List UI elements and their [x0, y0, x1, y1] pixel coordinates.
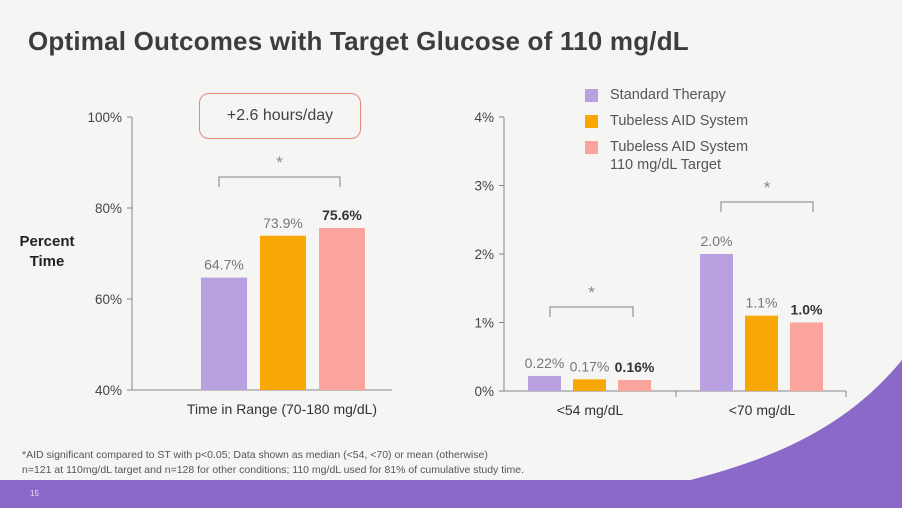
- hypo-bar: [528, 375, 561, 391]
- hypo-data-label: 0.17%: [570, 358, 610, 374]
- chart-legend: Standard Therapy Tubeless AID System Tub…: [585, 86, 748, 182]
- hypo-y-tick-label: 4%: [474, 110, 494, 125]
- footnote-line-2: n=121 at 110mg/dL target and n=128 for o…: [22, 464, 524, 476]
- tir-data-label: 75.6%: [322, 207, 362, 223]
- tir-bar: [201, 277, 247, 390]
- tir-significance-marker: *: [276, 153, 283, 172]
- hypo-bar: [573, 379, 606, 391]
- hypo-y-tick-label: 2%: [474, 247, 494, 262]
- legend-swatch-aid: [585, 115, 598, 128]
- hypo-y-tick-label: 1%: [474, 316, 494, 331]
- slide-title: Optimal Outcomes with Target Glucose of …: [28, 26, 689, 56]
- tir-bar: [260, 235, 306, 390]
- tir-y-tick-label: 100%: [87, 110, 122, 125]
- legend-label-standard: Standard Therapy: [610, 87, 726, 103]
- legend-item-aid-110: Tubeless AID System 110 mg/dL Target: [585, 138, 748, 174]
- legend-swatch-standard: [585, 89, 598, 102]
- hypo-data-label: 0.16%: [615, 359, 655, 375]
- hypo-bar: [618, 380, 651, 391]
- legend-label-aid: Tubeless AID System: [610, 113, 749, 129]
- hypo-bar: [700, 254, 733, 391]
- legend-swatch-aid-110: [585, 141, 598, 154]
- hypo-significance-bracket: [720, 201, 814, 212]
- y-axis-title-text: Percent Time: [19, 233, 75, 270]
- hypo-y-tick-label: 0%: [474, 384, 494, 399]
- legend-item-standard: Standard Therapy: [585, 86, 748, 104]
- hypo-x-tick-label: <70 mg/dL: [729, 402, 796, 418]
- tir-x-tick-label: Time in Range (70-180 mg/dL): [187, 401, 377, 417]
- y-axis-title: Percent Time: [8, 232, 86, 272]
- hypo-x-tick-label: <54 mg/dL: [557, 402, 624, 418]
- tir-y-tick-label: 60%: [95, 292, 122, 307]
- hypo-significance-marker: *: [588, 283, 595, 302]
- hypo-bar: [745, 315, 778, 391]
- hypo-significance-marker: *: [764, 178, 771, 197]
- legend-label-aid-110: Tubeless AID System 110 mg/dL Target: [610, 139, 749, 173]
- legend-item-aid: Tubeless AID System: [585, 112, 748, 130]
- tir-significance-bracket: [218, 176, 341, 187]
- tir-data-label: 64.7%: [204, 257, 244, 273]
- tir-y-tick-label: 80%: [95, 201, 122, 216]
- hypo-y-tick-label: 3%: [474, 179, 494, 194]
- callout-box: +2.6 hours/day: [199, 93, 361, 139]
- page-number: 15: [30, 489, 39, 498]
- callout-text: +2.6 hours/day: [226, 107, 334, 124]
- hypoglycemia-chart: 0% 1% 2% 3% 4% <54 mg/dL 0.22% 0.17% 0.16% * <70 m…: [474, 110, 847, 418]
- hypo-data-label: 1.0%: [791, 302, 823, 318]
- tir-data-label: 73.9%: [263, 215, 303, 231]
- hypo-data-label: 0.22%: [525, 355, 565, 371]
- tir-y-tick-label: 40%: [95, 383, 122, 398]
- footnote-line-1: *AID significant compared to ST with p<0…: [22, 449, 488, 461]
- hypo-data-label: 2.0%: [701, 233, 733, 249]
- hypo-significance-bracket: [549, 306, 634, 317]
- footnote: *AID significant compared to ST with p<0…: [22, 448, 524, 478]
- tir-bar: [319, 228, 365, 390]
- hypo-bar: [790, 322, 823, 391]
- hypo-data-label: 1.1%: [746, 295, 778, 311]
- bottom-band: [0, 480, 902, 508]
- time-in-range-chart: 40% 60% 80% 100% Time in Range (70-180 mg/dL…: [87, 110, 392, 417]
